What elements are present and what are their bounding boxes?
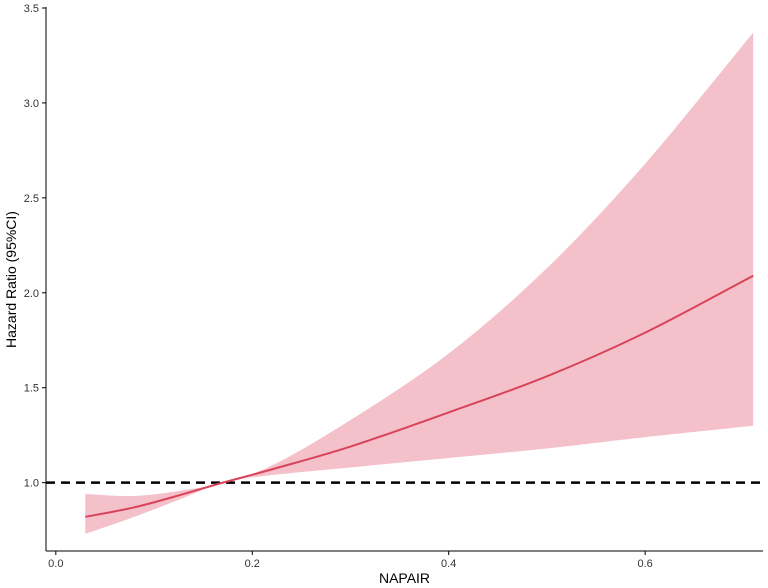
y-tick-label: 3.5 — [24, 3, 39, 15]
x-tick-label: 0.6 — [637, 558, 652, 570]
y-tick-label: 2.5 — [24, 193, 39, 205]
y-tick-label: 2.0 — [24, 288, 39, 300]
series-line-layer — [85, 274, 754, 518]
hazard-ratio-line — [85, 274, 754, 518]
y-tick-label: 1.5 — [24, 383, 39, 395]
y-axis-title: Hazard Ratio (95%CI) — [3, 211, 19, 348]
x-tick-label: 0.0 — [48, 558, 63, 570]
confidence-band — [85, 32, 754, 534]
y-tick-label: 1.0 — [24, 478, 39, 490]
x-tick-label: 0.4 — [441, 558, 456, 570]
x-tick-label: 0.2 — [245, 558, 260, 570]
ci-band-layer — [85, 32, 754, 534]
axes-layer: 1.0 1.5 2.0 2.5 3.0 3.5 0.0 0.2 0.4 0.6 — [24, 3, 763, 570]
y-tick-label: 3.0 — [24, 98, 39, 110]
x-axis-title: NAPAIR — [379, 570, 430, 586]
